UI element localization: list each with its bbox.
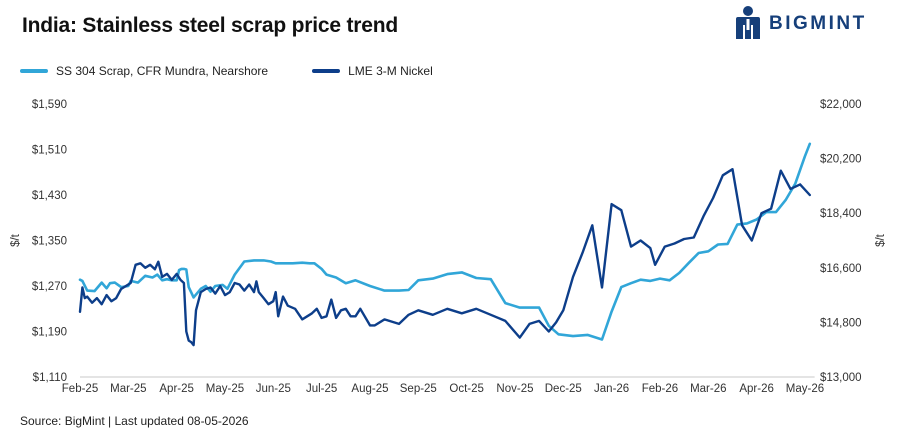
x-tick-label: Aug-25 xyxy=(351,383,388,395)
y-left-tick-label: $1,270 xyxy=(32,281,67,293)
x-tick-label: May-25 xyxy=(206,383,244,395)
source-note: Source: BigMint | Last updated 08-05-202… xyxy=(20,414,249,428)
y-right-tick-label: $16,600 xyxy=(820,263,862,275)
y-right-tick-label: $22,000 xyxy=(820,99,862,111)
chart-axes: Feb-25 Mar-25 Apr-25 May-25 Jun-25 Jul-25 Aug-… xyxy=(10,99,887,395)
y-left-tick-label: $1,350 xyxy=(32,236,67,248)
x-tick-label: Apr-26 xyxy=(739,383,774,395)
x-tick-label: Nov-25 xyxy=(496,383,533,395)
y-right-axis-title: $/t xyxy=(875,233,887,247)
x-tick-label: Sep-25 xyxy=(400,383,437,395)
y-left-tick-label: $1,110 xyxy=(33,372,67,384)
legend-item-nickel: LME 3-M Nickel xyxy=(312,64,433,78)
x-tick-label: Apr-25 xyxy=(159,383,194,395)
y-right-tick-label: $18,400 xyxy=(820,208,862,220)
x-tick-label: Feb-26 xyxy=(642,383,678,395)
x-tick-label: Mar-26 xyxy=(690,383,726,395)
chart-series xyxy=(78,142,812,347)
y-left-tick-label: $1,590 xyxy=(32,99,67,111)
y-left-axis-title: $/t xyxy=(10,233,22,247)
x-tick-label: Feb-25 xyxy=(62,383,98,395)
bigmint-person-icon xyxy=(733,5,763,44)
legend-label-scrap: SS 304 Scrap, CFR Mundra, Nearshore xyxy=(56,64,269,78)
y-right-tick-label: $14,800 xyxy=(820,317,862,329)
brand-logo: BIGMINT xyxy=(733,5,867,44)
y-right-tick-label: $20,200 xyxy=(820,154,862,166)
legend-swatch-scrap xyxy=(20,69,48,73)
x-tick-label: May-26 xyxy=(786,383,824,395)
series-line-ss304-scrap xyxy=(78,142,812,341)
x-tick-label: Jun-25 xyxy=(256,383,291,395)
y-left-tick-label: $1,190 xyxy=(32,327,67,339)
chart-legend: SS 304 Scrap, CFR Mundra, Nearshore LME … xyxy=(20,64,477,78)
page-title: India: Stainless steel scrap price trend xyxy=(22,14,398,37)
legend-label-nickel: LME 3-M Nickel xyxy=(348,64,433,78)
y-left-tick-label: $1,430 xyxy=(32,190,67,202)
x-tick-label: Mar-25 xyxy=(110,383,146,395)
y-left-tick-label: $1,510 xyxy=(32,145,67,157)
series-line-lme-nickel xyxy=(78,167,811,347)
legend-swatch-nickel xyxy=(312,69,341,73)
x-tick-label: Dec-25 xyxy=(545,383,582,395)
x-tick-label: Jan-26 xyxy=(594,383,629,395)
x-tick-label: Jul-25 xyxy=(306,383,337,395)
logo-text: BIGMINT xyxy=(769,13,867,34)
y-right-tick-label: $13,000 xyxy=(820,372,862,384)
x-tick-label: Oct-25 xyxy=(449,383,484,395)
legend-item-scrap: SS 304 Scrap, CFR Mundra, Nearshore xyxy=(20,64,268,78)
